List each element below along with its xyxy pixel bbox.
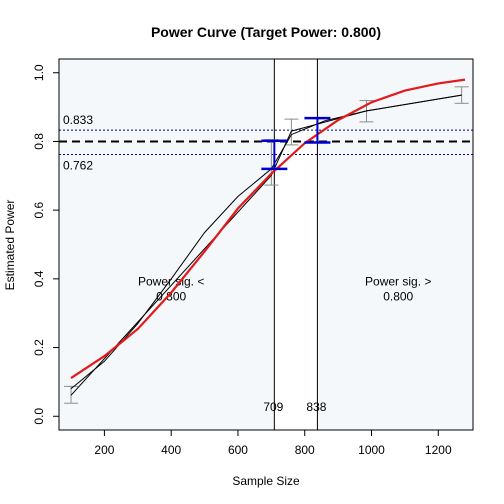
y-tick-label-0.4: 0.4 [32,270,46,287]
region-label-1-line-1: Power sig. < [138,275,204,289]
ci-upper-label: 0.833 [63,113,93,127]
x-tick-label-800: 800 [295,443,315,457]
x-tick-label-1200: 1200 [425,443,452,457]
x-tick-label-1000: 1000 [358,443,385,457]
shaded-region-1 [59,59,275,430]
sample-size-label-838: 838 [306,400,326,414]
region-label-2-line-1: Power sig. > [365,275,431,289]
x-axis-title: Sample Size [232,474,300,488]
x-tick-label-400: 400 [161,443,181,457]
y-tick-label-1.0: 1.0 [32,64,46,81]
series-line-2 [70,94,462,390]
y-tick-label-0.6: 0.6 [32,201,46,218]
shaded-region-2 [317,59,473,430]
y-tick-label-0.8: 0.8 [32,133,46,150]
region-label-2-line-2: 0.800 [383,290,413,304]
x-tick-label-200: 200 [94,443,114,457]
series-line-3 [70,78,466,380]
plot-frame [58,58,474,431]
ci-lower-label: 0.762 [63,158,93,172]
y-axis-title: Estimated Power [3,200,17,291]
chart-title: Power Curve (Target Power: 0.800) [151,24,381,40]
y-tick-label-0.0: 0.0 [32,408,46,425]
y-tick-label-0.2: 0.2 [32,339,46,356]
sample-size-label-709: 709 [263,400,283,414]
x-tick-label-600: 600 [228,443,248,457]
